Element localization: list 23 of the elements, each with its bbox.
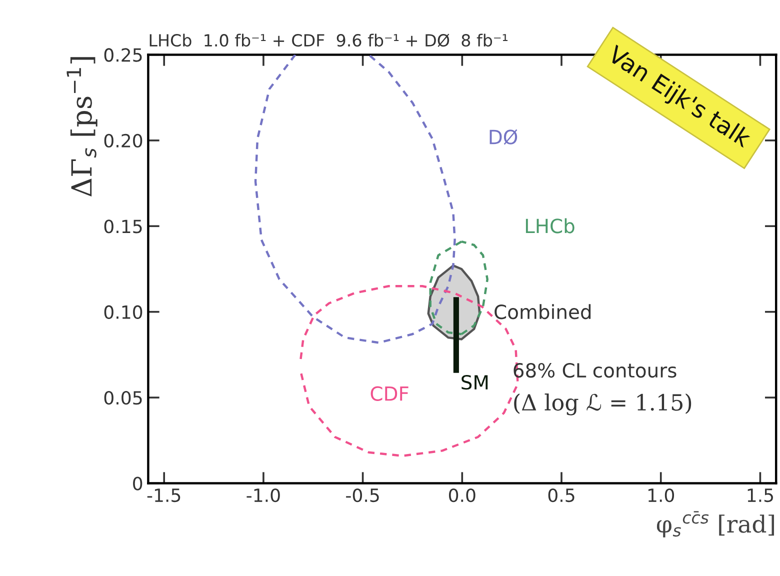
- x-tick-label: -1.0: [246, 488, 280, 502]
- text: DØ: [490, 129, 518, 145]
- x-tick-label: 1.0: [648, 488, 674, 502]
- series-label: Combined: [494, 304, 591, 320]
- x-tick-label: -1.5: [147, 488, 180, 502]
- x-tick-label: 1.5: [748, 488, 773, 502]
- y-tick-label: 0.10: [104, 305, 142, 319]
- annotation: 68% CL contours: [514, 362, 676, 378]
- y-tick-label: 0.05: [104, 391, 142, 405]
- annotation: (Δ log ℒ = 1.15): [514, 394, 692, 416]
- text: CDF: [370, 386, 408, 401]
- x-tick-label: -0.5: [346, 488, 379, 502]
- y-axis-title: ΔΓ$_{s}$ [ps$^{−1}$]: [66, 57, 98, 196]
- x-tick-label: 0.0: [448, 488, 476, 502]
- text: LHCb: [526, 218, 574, 234]
- y-tick-label: 0.25: [104, 48, 142, 62]
- x-axis-title: φ$_{s}$$^{cc̄s}$ [rad]: [656, 511, 774, 538]
- x-tick-label: 0.5: [548, 488, 574, 502]
- y-tick-label: 0.15: [104, 220, 142, 234]
- chart-title: LHCb 1.0 fb⁻¹ + CDF 9.6 fb⁻¹ + DØ 8 fb⁻¹: [150, 34, 508, 47]
- series-label: SM: [462, 374, 488, 390]
- y-tick-label: 0: [133, 476, 142, 490]
- y-tick-label: 0.20: [104, 134, 142, 148]
